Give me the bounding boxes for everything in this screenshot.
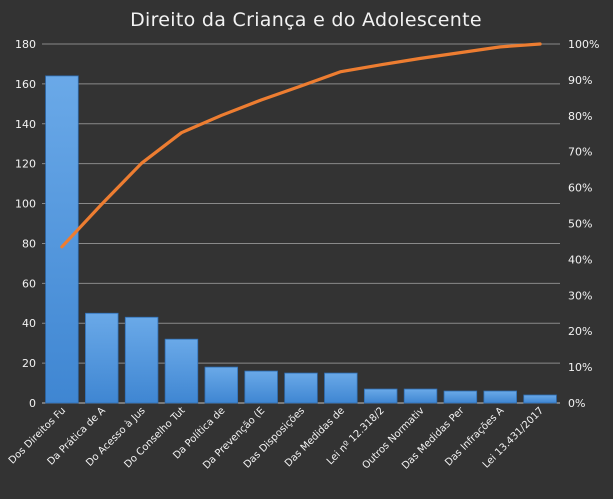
bar <box>85 312 119 404</box>
right-axis-tick-label: 10% <box>568 361 592 374</box>
left-axis-tick-label: 120 <box>15 158 36 171</box>
left-axis-tick-label: 180 <box>15 38 36 51</box>
bar <box>324 372 358 404</box>
bar <box>204 366 239 404</box>
right-axis-tick-label: 90% <box>568 74 592 87</box>
left-axis-tick-labels: 0 20 40 60 80 100 120 140 160 180 <box>15 38 36 410</box>
right-axis-tick-label: 40% <box>568 253 592 266</box>
left-axis-tick-label: 60 <box>22 277 36 290</box>
left-axis-tick-label: 80 <box>22 237 36 250</box>
gridlines <box>42 43 560 404</box>
left-axis-tick-label: 20 <box>22 357 36 370</box>
left-axis-tick-label: 100 <box>15 198 36 211</box>
right-axis-tick-label: 0% <box>568 397 585 410</box>
bar <box>45 75 79 404</box>
right-axis-tick-label: 20% <box>568 325 592 338</box>
right-axis-tick-labels: 0% 10% 20% 30% 40% 50% 60% 70% 80% 90% 100% <box>568 38 599 410</box>
right-axis-tick-label: 30% <box>568 289 592 302</box>
right-axis-tick-label: 70% <box>568 146 592 159</box>
left-axis-tick-label: 40 <box>22 317 36 330</box>
cumulative-line-series <box>60 42 542 249</box>
bar <box>124 316 159 404</box>
left-axis-tick-label: 0 <box>29 397 36 410</box>
right-axis-tick-label: 50% <box>568 218 592 231</box>
right-axis-tick-label: 100% <box>568 38 599 51</box>
cumulative-line <box>60 42 542 249</box>
bar <box>164 338 199 404</box>
left-axis-tick-label: 140 <box>15 118 36 131</box>
bar <box>363 388 398 404</box>
bar <box>403 388 438 404</box>
left-axis-tick-label: 160 <box>15 78 36 91</box>
right-axis-tick-label: 80% <box>568 110 592 123</box>
chart-title: Direito da Criança e do Adolescente <box>130 9 482 31</box>
bar <box>244 370 278 404</box>
bar <box>284 372 318 404</box>
bar-series <box>45 75 557 404</box>
bar <box>443 390 478 404</box>
right-axis-tick-label: 60% <box>568 182 592 195</box>
bar <box>523 394 557 404</box>
bar <box>483 390 517 404</box>
